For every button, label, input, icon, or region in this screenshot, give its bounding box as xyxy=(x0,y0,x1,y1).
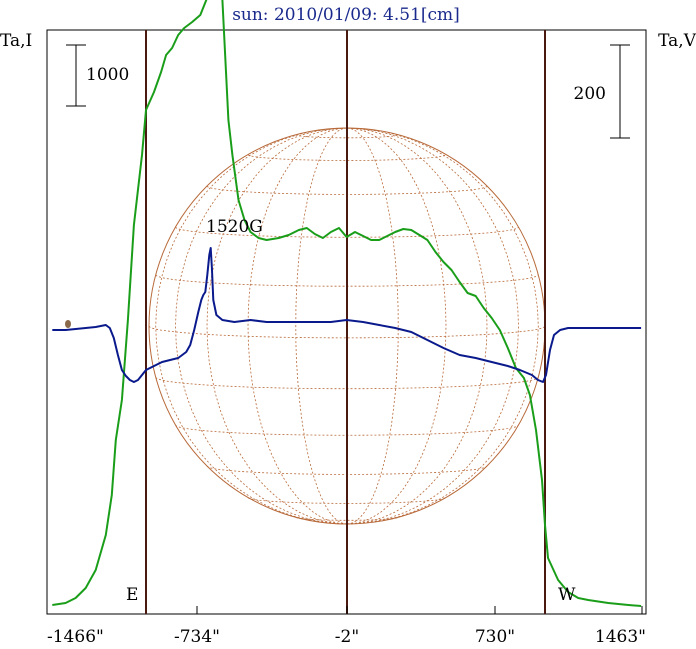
x-tick-label: -1466" xyxy=(47,627,104,647)
longitude-line xyxy=(206,127,348,525)
latitude-line xyxy=(247,497,447,504)
series-line-V xyxy=(52,247,642,383)
annotations: 1520G xyxy=(206,217,263,237)
longitude-line xyxy=(346,127,539,525)
longitude-line xyxy=(295,127,348,525)
left-axis-label: Ta,I xyxy=(0,31,32,51)
longitude-line xyxy=(247,127,348,525)
limb-label-E: E xyxy=(126,585,138,605)
right-scale-bar xyxy=(610,44,630,139)
vertical-reference-lines xyxy=(145,30,546,614)
left-edge-marker xyxy=(65,320,71,328)
longitude-line xyxy=(346,127,488,525)
series-group xyxy=(52,0,642,607)
longitude-line xyxy=(346,127,519,525)
latitude-line xyxy=(295,134,399,139)
x-tick-labels: -1466" -734" -2" 730" 1463" xyxy=(46,606,646,647)
limb-label-W: W xyxy=(558,585,576,605)
series-line-I xyxy=(52,0,642,607)
region-annotation: 1520G xyxy=(206,217,263,237)
longitude-line xyxy=(175,127,348,525)
longitude-line xyxy=(346,127,447,525)
longitude-line xyxy=(155,127,348,525)
left-scale-bar-label: 1000 xyxy=(86,65,129,85)
right-axis-label: Ta,V xyxy=(658,31,696,51)
chart-title: sun: 2010/01/09: 4.51[cm] xyxy=(232,5,460,25)
x-tick-label: 730" xyxy=(475,627,515,647)
x-tick-label: -2" xyxy=(335,627,359,647)
x-tick-label: -734" xyxy=(174,627,220,647)
longitude-line xyxy=(346,127,399,525)
right-scale-bar-label: 200 xyxy=(574,84,606,104)
latitude-line xyxy=(247,154,447,161)
left-scale-bar xyxy=(66,44,86,107)
x-tick-label: 1463" xyxy=(595,627,646,647)
